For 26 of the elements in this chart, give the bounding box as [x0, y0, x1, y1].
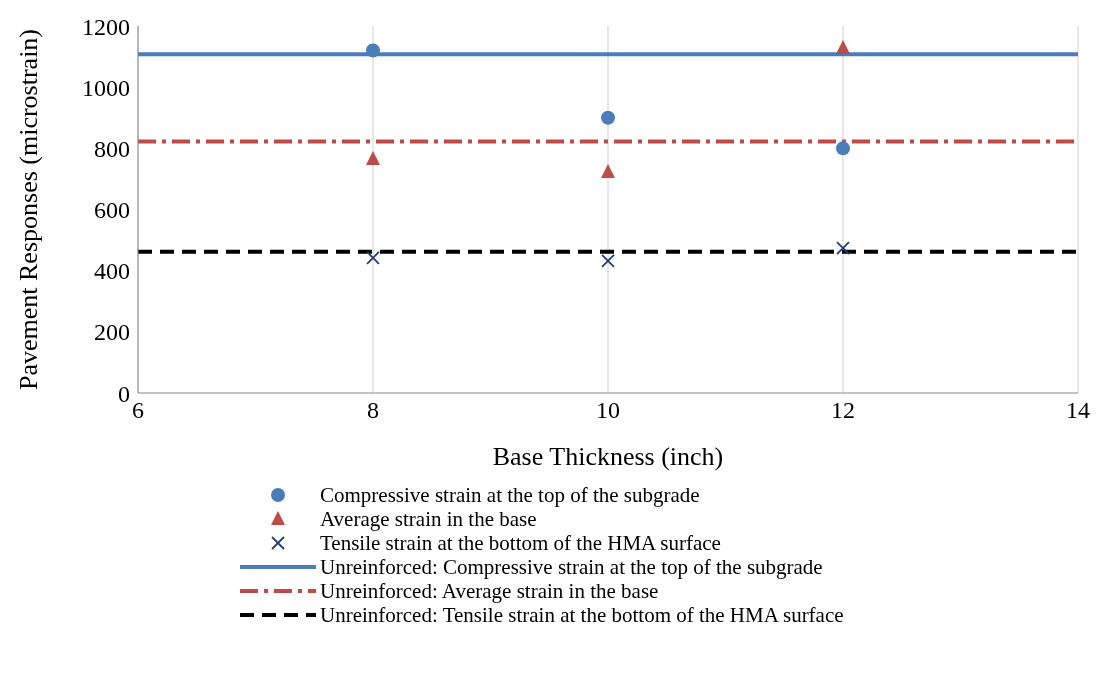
- y-tick-label: 1000: [82, 74, 130, 101]
- x-tick-label: 14: [1066, 397, 1090, 424]
- point: [836, 141, 850, 156]
- x-tick-label: 8: [367, 397, 379, 424]
- y-axis-title: Pavement Responses (microstrain): [14, 28, 44, 391]
- point: [601, 163, 615, 178]
- legend-label: Compressive strain at the top of the subgrade: [320, 483, 700, 507]
- x-axis-title: Base Thickness (inch): [492, 442, 724, 471]
- y-tick-label: 200: [94, 319, 130, 346]
- legend-label: Unreinforced: Compressive strain at the top of the subgrade: [320, 555, 823, 579]
- y-tick-label: 400: [94, 258, 130, 285]
- y-tick-label: 600: [94, 197, 130, 224]
- y-tick-label: 1200: [82, 13, 130, 40]
- x-tick-label: 6: [132, 397, 144, 424]
- legend-label: Unreinforced: Average strain in the base: [320, 579, 659, 603]
- legend-label: Unreinforced: Tensile strain at the bottom of the HMA surface: [320, 603, 844, 627]
- point: [836, 40, 850, 55]
- point: [366, 43, 380, 58]
- point: [366, 151, 380, 166]
- y-tick-label: 0: [118, 380, 130, 407]
- point: [601, 110, 615, 125]
- legend-label: Average strain in the base: [320, 507, 537, 531]
- y-tick-label: 800: [94, 135, 130, 162]
- x-tick-label: 10: [596, 397, 620, 424]
- x-tick-label: 12: [831, 397, 855, 424]
- legend-label: Tensile strain at the bottom of the HMA surface: [320, 531, 721, 555]
